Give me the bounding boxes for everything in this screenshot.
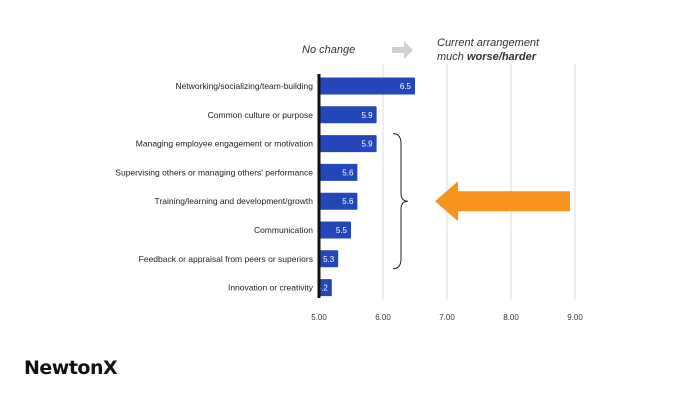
bar [319, 279, 332, 297]
category-label: Managing employee engagement or motivati… [136, 139, 313, 149]
current-arrangement-line1: Current arrangement [437, 37, 540, 49]
category-label: Supervising others or managing others' p… [115, 167, 313, 177]
tick-label: 5.00 [311, 313, 327, 322]
bar [319, 192, 358, 210]
bar [319, 250, 339, 268]
bracket [392, 133, 409, 270]
category-label: Communication [254, 225, 313, 235]
newtonx-logo: NewtonX [24, 357, 118, 379]
bar [319, 221, 351, 239]
data-label: 5.6 [342, 197, 354, 206]
data-label: 5.9 [361, 140, 373, 149]
tick-label: 6.00 [375, 313, 391, 322]
category-label: Feedback or appraisal from peers or supe… [139, 254, 313, 264]
current-arrangement-label: Current arrangement much worse/harder [437, 36, 539, 64]
current-arrangement-bold: worse/harder [466, 51, 537, 63]
data-label: 5.2 [317, 284, 329, 293]
data-label: 6.5 [400, 82, 412, 91]
bar [319, 135, 377, 153]
category-label: Training/learning and development/growth [155, 196, 314, 206]
tick-label: 7.00 [439, 313, 455, 322]
data-label: 5.3 [323, 255, 335, 264]
bar [319, 163, 358, 181]
no-change-label: No change [302, 44, 356, 56]
category-label: Common culture or purpose [208, 110, 314, 120]
category-label: Innovation or creativity [228, 283, 314, 293]
header-arrow-icon [392, 41, 413, 59]
category-label: Networking/socializing/team-building [176, 81, 314, 91]
orange-arrow [435, 181, 570, 222]
tick-label: 9.00 [567, 313, 583, 322]
tick-label: 8.00 [503, 313, 519, 322]
current-arrangement-prefix: much [437, 51, 467, 63]
bar [319, 106, 377, 124]
current-arrangement-line2: much worse/harder [437, 50, 539, 64]
data-label: 5.9 [361, 111, 373, 120]
data-label: 5.6 [342, 168, 354, 177]
data-label: 5.5 [336, 226, 348, 235]
bar [319, 77, 415, 95]
